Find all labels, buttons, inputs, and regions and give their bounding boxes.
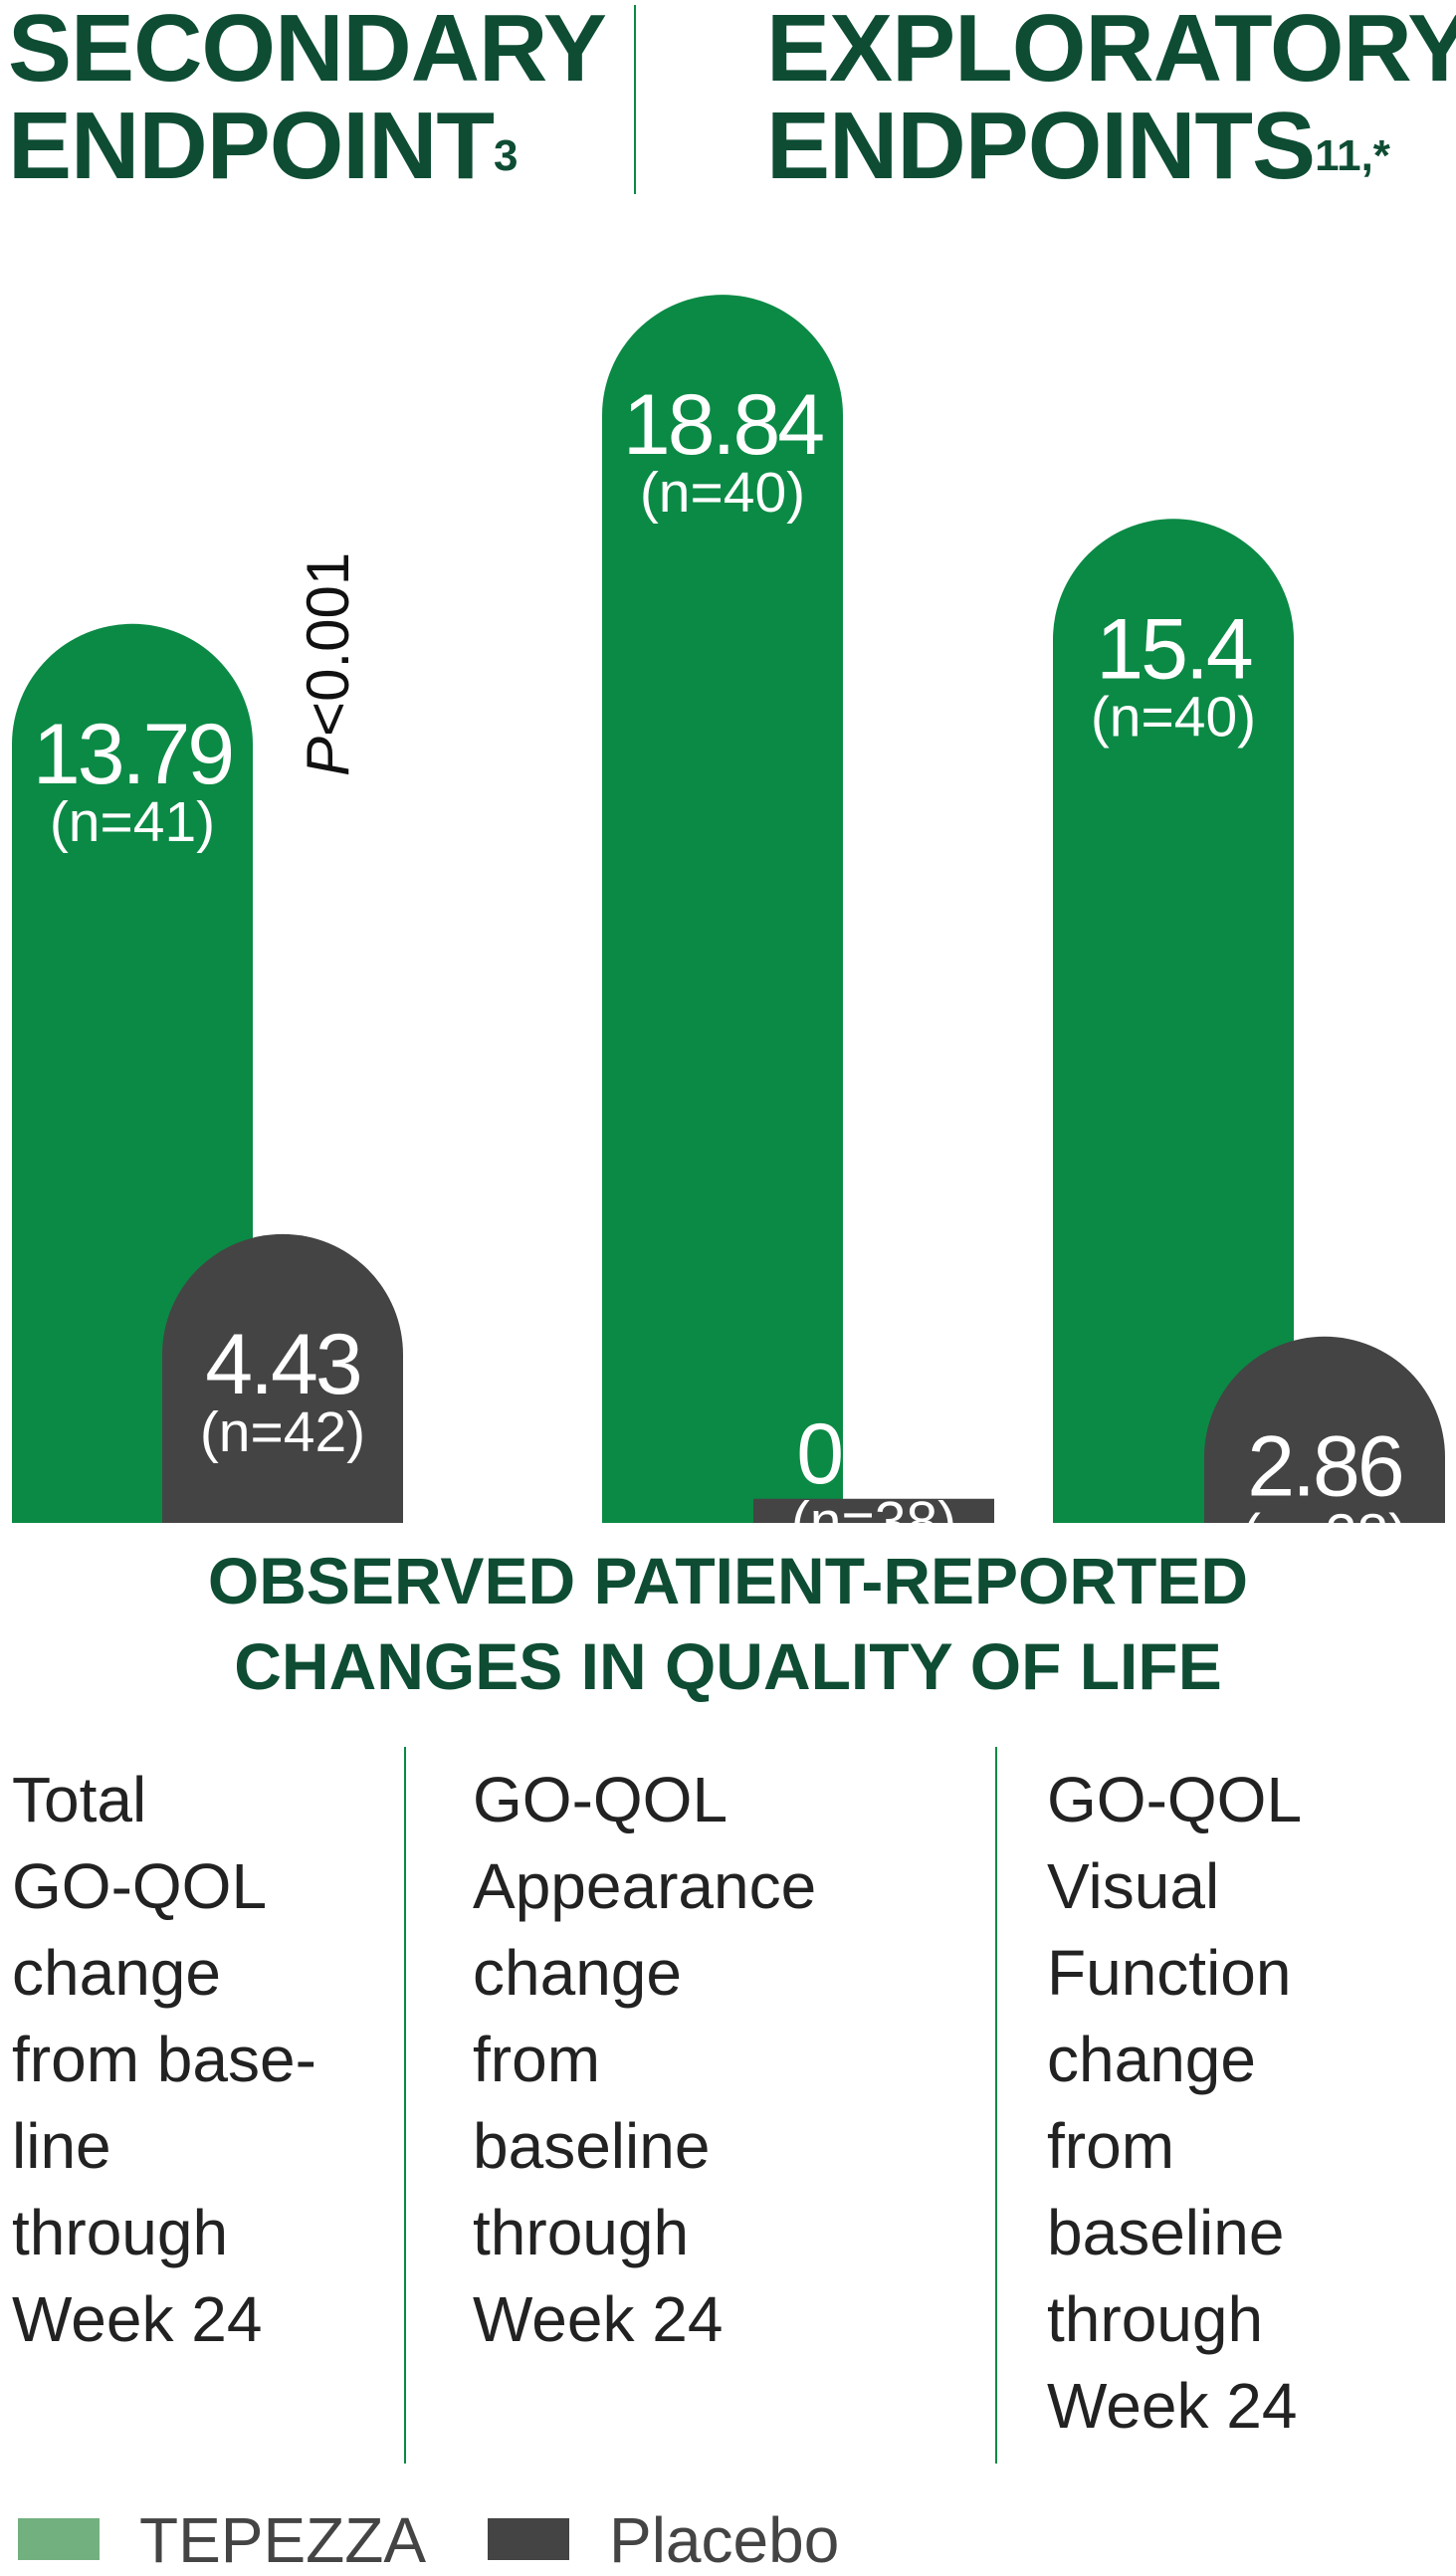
category-label-total: Total GO-QOL change from base-line through We… [12, 1757, 316, 2363]
exploratory-header-footnote: 11,* [1315, 131, 1390, 180]
category-label-line: GO-QOL [1047, 1764, 1303, 1835]
category-label-line: GO-QOL [473, 1764, 728, 1835]
category-label-line: change [473, 1937, 682, 2009]
tepezza-bar-visual-function [1053, 519, 1294, 1523]
exploratory-endpoints-header: EXPLORATORY ENDPOINTS11,* [766, 0, 1456, 195]
p-value-italic: P [295, 737, 361, 776]
legend-swatch-placebo [488, 2518, 569, 2560]
tepezza-n-label: (n=40) [640, 461, 805, 525]
placebo-value-label: 2.86 [1247, 1419, 1402, 1515]
secondary-header-line1: SECONDARY [8, 0, 607, 102]
category-label-line: line [12, 2110, 111, 2182]
category-label-line: Week 24 [12, 2283, 263, 2355]
category-label-line: through [1047, 2283, 1264, 2355]
category-label-line: Week 24 [1047, 2370, 1298, 2442]
category-label-line: Total [12, 1764, 147, 1835]
category-label-line: Week 24 [473, 2283, 724, 2355]
category-label-line: Visual [1047, 1850, 1220, 1922]
chart-title-line2: CHANGES IN QUALITY OF LIFE [234, 1629, 1222, 1703]
legend-label-tepezza: TEPEZZA [139, 2504, 427, 2576]
p-value-annotation: P<0.001 [295, 552, 361, 776]
category-label-line: baseline [473, 2110, 711, 2182]
category-label-line: Appearance [473, 1850, 817, 1922]
column-divider [404, 1747, 406, 2464]
placebo-value-label: 0.37 [796, 1406, 950, 1502]
category-label-line: GO-QOL [12, 1850, 268, 1922]
legend-swatch-tepezza [18, 2518, 100, 2560]
category-label-visual-function: GO-QOL Visual Function change from baseline th… [1047, 1757, 1302, 2450]
tepezza-bar-appearance [602, 294, 843, 1523]
secondary-header-line2: ENDPOINT3 [8, 93, 519, 199]
exploratory-header-line2: ENDPOINTS11,* [766, 93, 1390, 199]
placebo-bar-total [162, 1233, 403, 1523]
chart-title: OBSERVED PATIENT-REPORTED CHANGES IN QUA… [0, 1538, 1456, 1709]
category-label-line: from [473, 2024, 600, 2095]
tepezza-n-label: (n=41) [50, 790, 215, 854]
category-label-line: through [12, 2197, 229, 2268]
tepezza-value-label: 15.4 [1096, 601, 1252, 697]
placebo-n-label: (n=42) [200, 1400, 365, 1464]
category-label-line: from base- [12, 2024, 316, 2095]
placebo-n-label: (n=38) [791, 1490, 956, 1523]
category-label-line: change [12, 1937, 221, 2009]
category-label-line: from [1047, 2110, 1174, 2182]
chart-title-line1: OBSERVED PATIENT-REPORTED [207, 1544, 1249, 1617]
tepezza-n-label: (n=40) [1091, 685, 1256, 749]
placebo-bar-visual-function [1204, 1336, 1445, 1523]
secondary-header-footnote: 3 [494, 131, 519, 180]
category-label-line: through [473, 2197, 690, 2268]
bar-chart: 13.79(n=41)4.43(n=42)18.84(n=40)0.37(n=3… [12, 294, 1445, 1523]
category-label-appearance: GO-QOL Appearance change from baseline throug… [473, 1757, 816, 2363]
placebo-n-label: (n=38) [1242, 1503, 1407, 1523]
legend-label-placebo: Placebo [609, 2504, 840, 2576]
column-divider [995, 1747, 997, 2464]
exploratory-header-line1: EXPLORATORY [766, 0, 1456, 102]
category-label-line: Function [1047, 1937, 1292, 2009]
tepezza-value-label: 13.79 [33, 707, 232, 802]
secondary-endpoint-header: SECONDARY ENDPOINT3 [8, 0, 607, 199]
category-label-line: baseline [1047, 2197, 1285, 2268]
tepezza-value-label: 18.84 [623, 377, 823, 473]
header-divider [634, 5, 636, 194]
placebo-bar-appearance [753, 1498, 994, 1523]
p-value-text: <0.001 [295, 552, 361, 737]
placebo-value-label: 4.43 [205, 1317, 360, 1412]
category-label-line: change [1047, 2024, 1256, 2095]
